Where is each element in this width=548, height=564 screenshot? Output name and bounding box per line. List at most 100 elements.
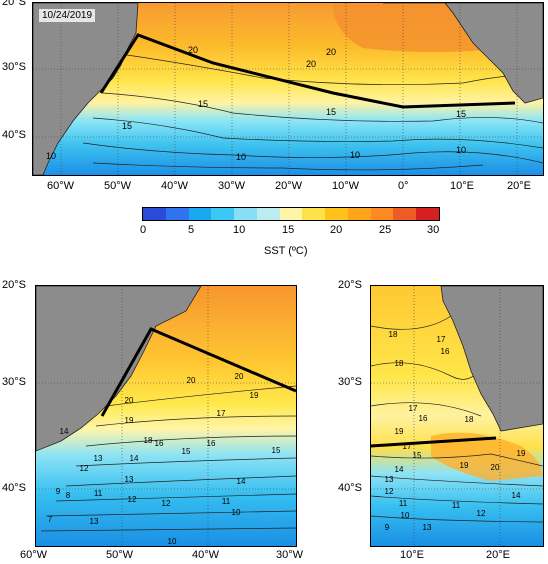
lat-label: 40°S — [2, 129, 26, 141]
contour-label: 16 — [419, 414, 428, 423]
contour-label: 18 — [395, 359, 404, 368]
top-map-canvas: 20 20 20 15 15 15 15 10 10 10 10 — [33, 3, 543, 175]
contour-label: 12 — [162, 499, 171, 508]
contour-label: 9 — [56, 487, 61, 496]
colorbar-tick: 0 — [140, 224, 147, 236]
contour-label: 14 — [512, 491, 521, 500]
contour-label: 13 — [423, 523, 432, 532]
lon-label: 40°W — [161, 180, 189, 192]
lon-label: 20°E — [507, 180, 531, 192]
lon-label: 0° — [398, 180, 409, 192]
contour-label: 10 — [168, 537, 177, 546]
contour-label: 16 — [441, 347, 450, 356]
contour-label: 20 — [125, 396, 134, 405]
contour-label: 12 — [128, 495, 137, 504]
contour-label: 11 — [452, 501, 461, 510]
lon-label: 60°W — [20, 549, 48, 561]
lat-label: 30°S — [2, 61, 26, 73]
contour-label: 19 — [250, 391, 259, 400]
lon-label: 10°E — [400, 549, 424, 561]
contour-label: 10 — [350, 150, 360, 160]
contour-label: 18 — [144, 436, 153, 445]
contour-label: 13 — [125, 475, 134, 484]
contour-label: 20 — [306, 59, 316, 69]
contour-label: 15 — [182, 447, 191, 456]
colorbar-swatch — [370, 208, 394, 220]
colorbar-swatch — [393, 208, 417, 220]
lon-label: 30°W — [276, 549, 304, 561]
contour-label: 17 — [217, 409, 226, 418]
lat-label: 40°S — [338, 482, 362, 494]
lon-label: 20°W — [275, 180, 303, 192]
lat-label: 40°S — [2, 482, 26, 494]
colorbar-tick: 10 — [233, 224, 246, 236]
lon-label: 50°W — [104, 180, 132, 192]
africa-landmass — [440, 286, 543, 432]
bottom-left-map-canvas: 20 20 19 20 19 18 17 16 16 15 15 14 14 1… — [36, 286, 296, 546]
contour-label: 13 — [385, 475, 394, 484]
contour-label: 20 — [187, 376, 196, 385]
contour-label: 20 — [491, 463, 500, 472]
contour-label: 19 — [125, 416, 134, 425]
lon-label: 40°W — [192, 549, 220, 561]
contour-label: 14 — [395, 465, 404, 474]
africa-landmass — [383, 3, 543, 104]
contour-label: 19 — [460, 461, 469, 470]
colorbar-swatch — [279, 208, 303, 220]
lat-label: 20°S — [2, 0, 26, 8]
bottom-left-map-panel: 20 20 19 20 19 18 17 16 16 15 15 14 14 1… — [35, 285, 297, 547]
contour-label: 16 — [207, 439, 216, 448]
contour-label: 18 — [389, 330, 398, 339]
colorbar-tick: 25 — [379, 224, 392, 236]
contour-label: 14 — [130, 454, 139, 463]
contour-label: 10 — [232, 508, 241, 517]
top-map-panel: 20 20 20 15 15 15 15 10 10 10 10 — [32, 2, 544, 176]
lat-label: 30°S — [338, 376, 362, 388]
south-america-landmass — [33, 3, 139, 175]
colorbar-swatch — [416, 208, 439, 220]
colorbar-tick: 5 — [188, 224, 195, 236]
bottom-right-map-panel: 18 17 16 18 17 16 19 18 20 19 17 15 14 1… — [370, 285, 544, 547]
contour-label: 11 — [222, 497, 231, 506]
lon-label: 20°E — [486, 549, 510, 561]
contour-label: 15 — [456, 109, 466, 119]
contour-label: 12 — [385, 487, 394, 496]
bottom-right-map-canvas: 18 17 16 18 17 16 19 18 20 19 17 15 14 1… — [371, 286, 543, 546]
colorbar-swatch — [188, 208, 212, 220]
contour-label: 10 — [401, 511, 410, 520]
contour-label: 15 — [122, 121, 132, 131]
lon-label: 60°W — [47, 180, 75, 192]
contour-label: 8 — [66, 491, 71, 500]
contour-label: 14 — [60, 427, 69, 436]
contour-label: 10 — [456, 145, 466, 155]
contour-label: 19 — [395, 427, 404, 436]
transect-line — [371, 436, 497, 448]
colorbar-swatch — [143, 208, 166, 220]
lat-label: 30°S — [2, 376, 26, 388]
colorbar-label: SST (ºC) — [264, 245, 308, 257]
south-america-landmass — [36, 286, 202, 452]
contour-label: 16 — [155, 439, 164, 448]
colorbar-swatch — [234, 208, 257, 220]
contour-label: 15 — [326, 107, 336, 117]
contour-label: 19 — [517, 449, 526, 458]
lon-label: 10°W — [332, 180, 360, 192]
contour-label: 17 — [403, 442, 412, 451]
contour-label: 12 — [477, 509, 486, 518]
lon-label: 30°W — [218, 180, 246, 192]
colorbar-swatch — [302, 208, 326, 220]
contour-label: 9 — [385, 523, 390, 532]
transect-line — [99, 33, 516, 109]
contour-label: 10 — [46, 151, 56, 161]
contour-label: 15 — [272, 446, 281, 455]
colorbar-swatch — [256, 208, 280, 220]
contour-label: 10 — [236, 152, 246, 162]
contour-label: 11 — [94, 489, 103, 498]
colorbar-tick: 30 — [427, 224, 440, 236]
contour-label: 20 — [235, 372, 244, 381]
colorbar-tick: 15 — [282, 224, 295, 236]
colorbar-swatch — [211, 208, 235, 220]
contour-label: 15 — [198, 99, 208, 109]
contour-label: 13 — [94, 454, 103, 463]
contour-label: 13 — [90, 517, 99, 526]
